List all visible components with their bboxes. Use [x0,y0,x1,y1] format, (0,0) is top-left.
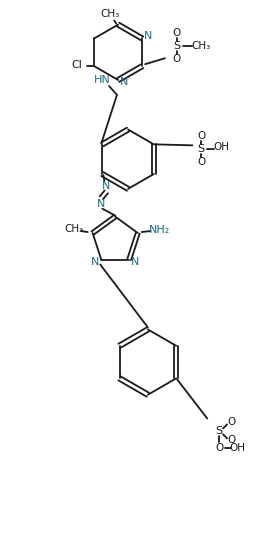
Text: O: O [215,443,223,453]
Text: HN: HN [94,75,110,85]
Text: Cl: Cl [71,60,82,70]
Text: O: O [197,132,205,141]
Text: OH: OH [213,142,229,152]
Text: N: N [131,256,139,266]
Text: O: O [227,435,235,446]
Text: CH₃: CH₃ [64,224,83,234]
Text: CH₃: CH₃ [101,9,120,19]
Text: N: N [120,77,128,87]
Text: S: S [215,426,223,436]
Text: CH₃: CH₃ [191,41,210,52]
Text: N: N [144,31,152,42]
Text: S: S [173,41,180,52]
Text: O: O [173,28,181,38]
Text: N: N [91,256,99,266]
Text: O: O [197,157,205,167]
Text: O: O [227,418,235,427]
Text: S: S [198,144,205,155]
Text: N: N [97,199,106,209]
Text: OH: OH [229,443,245,453]
Text: NH₂: NH₂ [149,225,170,235]
Text: N: N [102,181,110,191]
Text: O: O [173,54,181,64]
